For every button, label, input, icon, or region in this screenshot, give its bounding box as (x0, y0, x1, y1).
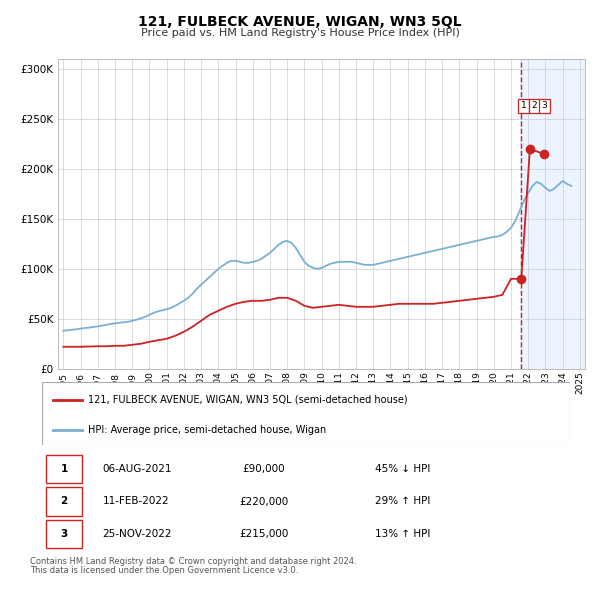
Text: £220,000: £220,000 (239, 497, 289, 506)
Text: 13% ↑ HPI: 13% ↑ HPI (374, 529, 430, 539)
FancyBboxPatch shape (42, 382, 570, 445)
Text: 11-FEB-2022: 11-FEB-2022 (103, 497, 169, 506)
Text: £90,000: £90,000 (242, 464, 285, 474)
Text: 121, FULBECK AVENUE, WIGAN, WN3 5QL: 121, FULBECK AVENUE, WIGAN, WN3 5QL (138, 15, 462, 29)
Text: 3: 3 (542, 101, 547, 110)
FancyBboxPatch shape (46, 520, 82, 548)
Text: Price paid vs. HM Land Registry's House Price Index (HPI): Price paid vs. HM Land Registry's House … (140, 28, 460, 38)
Text: HPI: Average price, semi-detached house, Wigan: HPI: Average price, semi-detached house,… (88, 425, 327, 434)
Text: 1: 1 (61, 464, 68, 474)
Text: Contains HM Land Registry data © Crown copyright and database right 2024.: Contains HM Land Registry data © Crown c… (30, 557, 356, 566)
Text: This data is licensed under the Open Government Licence v3.0.: This data is licensed under the Open Gov… (30, 566, 298, 575)
FancyBboxPatch shape (46, 455, 82, 483)
Bar (520, 59, 585, 369)
Text: 3: 3 (61, 529, 68, 539)
Text: £215,000: £215,000 (239, 529, 289, 539)
Text: 06-AUG-2021: 06-AUG-2021 (103, 464, 172, 474)
Text: 29% ↑ HPI: 29% ↑ HPI (374, 497, 430, 506)
Text: 45% ↓ HPI: 45% ↓ HPI (374, 464, 430, 474)
FancyBboxPatch shape (46, 487, 82, 516)
Text: 2: 2 (61, 497, 68, 506)
Text: 25-NOV-2022: 25-NOV-2022 (103, 529, 172, 539)
Text: 1: 1 (521, 101, 527, 110)
Text: 2: 2 (532, 101, 537, 110)
Text: 121, FULBECK AVENUE, WIGAN, WN3 5QL (semi-detached house): 121, FULBECK AVENUE, WIGAN, WN3 5QL (sem… (88, 395, 408, 405)
